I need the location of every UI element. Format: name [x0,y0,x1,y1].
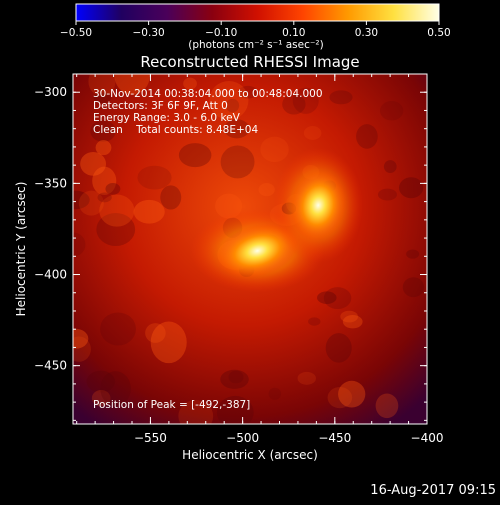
x-axis-label: Heliocentric X (arcsec) [182,448,318,462]
colorbar-tick-label: 0.30 [355,27,378,39]
ripple-blob [260,136,289,163]
y-tick-label: −300 [34,85,67,99]
ripple-blob [338,380,366,408]
ripple-blob [100,312,136,346]
ripple-blob [183,77,197,90]
colorbar-tick-label: 0.50 [427,27,450,39]
ripple-blob [317,291,337,305]
ripple-blob [323,287,352,310]
ripple-blob [216,395,254,424]
heatmap-sources [190,147,364,293]
ripple-blob [97,192,112,203]
ripple-blob [342,315,363,329]
colorbar-gradient [75,3,440,22]
chart-title: Reconstructed RHESSI Image [140,53,359,71]
ripple-blob [297,371,316,385]
x-tick-label: −500 [226,431,259,445]
ripple-blob [137,165,172,190]
ripple-blob [80,151,107,176]
ripple-blob [78,190,104,216]
footer-date: 16-Aug-2017 09:15 [370,483,496,498]
x-axis: −550 −500 −450 −400 [76,74,444,445]
ripple-blob [402,277,425,298]
ripple-blob [303,126,322,140]
ripple-blob [91,389,111,407]
ripple-blob [178,400,214,424]
ripple-blob [237,85,258,99]
colorbar-tick-label: −0.30 [133,27,165,39]
source-core [289,169,347,242]
ripple-blob [73,232,86,257]
ripple-blob [329,90,353,105]
colorbar: −0.50 −0.30 −0.10 0.10 0.30 0.50 (photons cm⁻… [60,3,451,51]
ripple-blob [133,199,165,224]
ripple-blob [224,119,250,139]
colorbar-tick-label: −0.50 [60,27,92,39]
ripple-blob [96,212,136,246]
y-tick-label: −350 [34,176,67,190]
colorbar-ticks: −0.50 −0.30 −0.10 0.10 0.30 0.50 [60,21,451,39]
colorbar-tick-label: −0.10 [205,27,237,39]
ripple-blob [327,386,353,409]
x-tick-label: −400 [411,431,444,445]
source-core [216,223,299,279]
ripple-blob [292,87,319,114]
ripple-blob [90,120,116,142]
ripple-blob [100,371,131,407]
ripple-blob [86,370,116,393]
ripple-blob [99,194,135,227]
ripple-blob [258,183,275,197]
clean-counts-text: Clean Total counts: 8.48E+04 [93,124,258,136]
ripple-blob [228,370,244,384]
ripple-blob [356,124,378,149]
ripple-blob [282,93,306,115]
energy-range-text: Energy Range: 3.0 - 6.0 keV [93,112,241,124]
ripple-blob [340,310,358,323]
ripple-blob [93,92,111,104]
time-range-text: 30-Nov-2014 00:38:04.000 to 00:48:04.000 [93,88,323,100]
ripple-blob [73,328,89,349]
plot-frame [72,73,428,425]
ripple-blob [160,185,182,210]
ripple-blob [73,190,90,210]
ripple-blob [88,74,116,97]
ripple-blob [145,323,166,343]
ripple-blob [150,321,187,364]
ripple-blob [95,140,112,156]
image-annotations: 30-Nov-2014 00:38:04.000 to 00:48:04.000… [93,88,323,411]
x-tick-label: −450 [318,431,351,445]
ripple-blob [383,160,397,174]
y-tick-label: −400 [34,268,67,282]
ripple-blob [406,249,420,259]
ripple-blob [398,177,424,199]
ripple-blob [220,145,255,179]
ripple-blob [380,100,404,121]
y-tick-label: −450 [34,359,67,373]
colorbar-tick-label: 0.10 [282,27,305,39]
plot-area [73,74,427,424]
ripple-blob [308,317,321,326]
ripple-blob [268,387,282,400]
ripple-blob [92,166,117,196]
x-tick-label: −550 [134,431,167,445]
ripple-blob [225,98,240,113]
ripple-blob [209,80,249,120]
ripple-blob [114,74,150,95]
y-axis-label: Heliocentric Y (arcsec) [14,182,28,317]
ripple-blob [73,336,91,362]
peak-position-text: Position of Peak = [-492,-387] [93,399,250,411]
ripple-blob [105,182,121,195]
ripple-blob [220,369,249,389]
ripple-blob [375,393,399,419]
detectors-text: Detectors: 3F 6F 9F, Att 0 [93,100,228,112]
y-axis: −300 −350 −400 −450 [34,73,427,421]
ripple-blob [377,188,397,201]
ripple-blob [325,333,352,363]
ripple-blob [178,143,212,168]
colorbar-unit-label: (photons cm⁻² s⁻¹ asec⁻²) [188,39,323,51]
